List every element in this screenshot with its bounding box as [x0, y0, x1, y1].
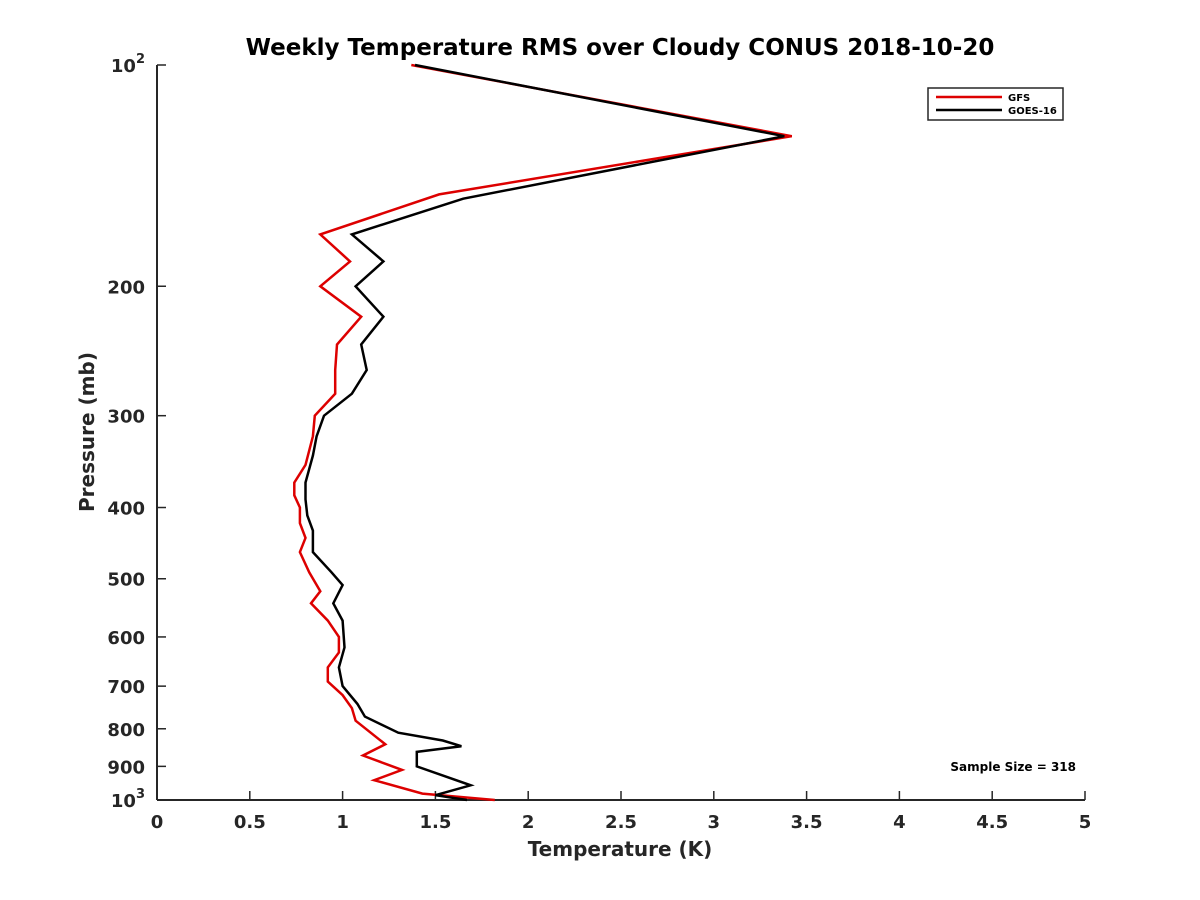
sample-size-annotation: Sample Size = 318 [950, 760, 1076, 774]
x-tick-label: 4 [893, 812, 906, 833]
axes [156, 65, 1085, 801]
legend-label-gfs: GFS [1008, 93, 1030, 104]
legend: GFS GOES-16 [927, 87, 1064, 121]
x-tick-label: 5 [1079, 812, 1092, 833]
x-tick-label: 4.5 [976, 812, 1008, 833]
y-tick-label: 102 [111, 52, 145, 77]
chart-title: Weekly Temperature RMS over Cloudy CONUS… [246, 35, 995, 61]
x-tick-label: 0 [151, 812, 164, 833]
x-ticks: 0 0.5 1 1.5 2 2.5 3 3.5 4 4.5 5 [151, 791, 1092, 833]
y-tick-base: 10 [111, 791, 136, 812]
y-tick-label: 103 [111, 787, 145, 812]
legend-label-goes16: GOES-16 [1008, 106, 1057, 117]
y-tick-base: 10 [111, 56, 136, 77]
x-tick-label: 0.5 [234, 812, 266, 833]
y-tick-label: 500 [107, 570, 145, 591]
x-tick-label: 3.5 [791, 812, 823, 833]
y-tick-label: 200 [107, 277, 145, 298]
y-tick-label: 900 [107, 757, 145, 778]
x-axis-label: Temperature (K) [528, 837, 713, 861]
x-tick-label: 1.5 [419, 812, 451, 833]
y-tick-exponent: 3 [136, 787, 145, 802]
y-tick-label: 600 [107, 628, 145, 649]
y-tick-label: 700 [107, 677, 145, 698]
legend-box [927, 87, 1064, 121]
x-tick-label: 1 [336, 812, 349, 833]
series-line-goes-16 [304, 63, 785, 802]
y-tick-label: 300 [107, 407, 145, 428]
x-tick-label: 3 [708, 812, 721, 833]
data-series [293, 63, 793, 802]
y-tick-exponent: 2 [136, 52, 145, 67]
y-axis-label: Pressure (mb) [75, 352, 99, 512]
x-tick-label: 2 [522, 812, 535, 833]
y-tick-label: 800 [107, 720, 145, 741]
y-tick-label: 400 [107, 499, 145, 520]
series-line-gfs [293, 63, 793, 802]
x-tick-label: 2.5 [605, 812, 637, 833]
